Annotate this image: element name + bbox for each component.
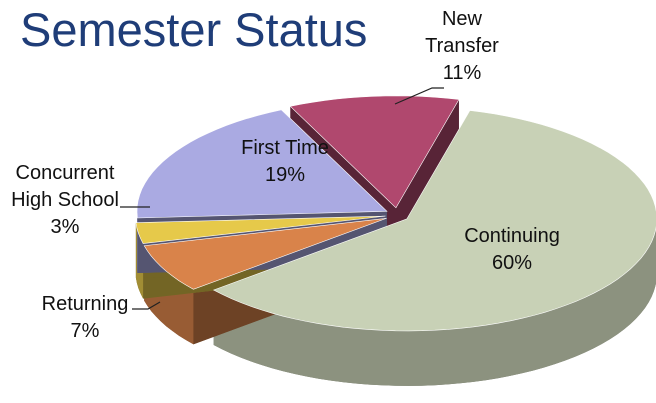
slice-label: Continuing 60% (452, 223, 572, 277)
category-label: First Time (241, 137, 329, 159)
value-label: 7% (70, 320, 100, 342)
category-label: Returning (41, 293, 129, 315)
slice (212, 110, 656, 332)
category-label: Concurrent High School (11, 162, 119, 211)
slice (135, 215, 386, 244)
leader-line (132, 301, 161, 310)
value-label: 11% (442, 62, 482, 84)
slice-label: Returning 7% (30, 291, 140, 345)
value-label: 19% (264, 164, 306, 186)
leader-line (394, 87, 444, 105)
value-label: 60% (491, 252, 533, 274)
slice (136, 109, 388, 219)
chart-title: Semester Status (20, 3, 368, 56)
value-label: 3% (50, 216, 80, 238)
category-label: Continuing (464, 225, 560, 247)
category-label: New Transfer (425, 8, 499, 57)
slice-label: First Time 19% (225, 135, 345, 189)
slice-label: Concurrent High School 3% (5, 160, 125, 241)
slice-wall (213, 227, 656, 386)
slice (289, 95, 460, 209)
slice-label: New Transfer 11% (417, 6, 507, 87)
slice (143, 217, 387, 290)
